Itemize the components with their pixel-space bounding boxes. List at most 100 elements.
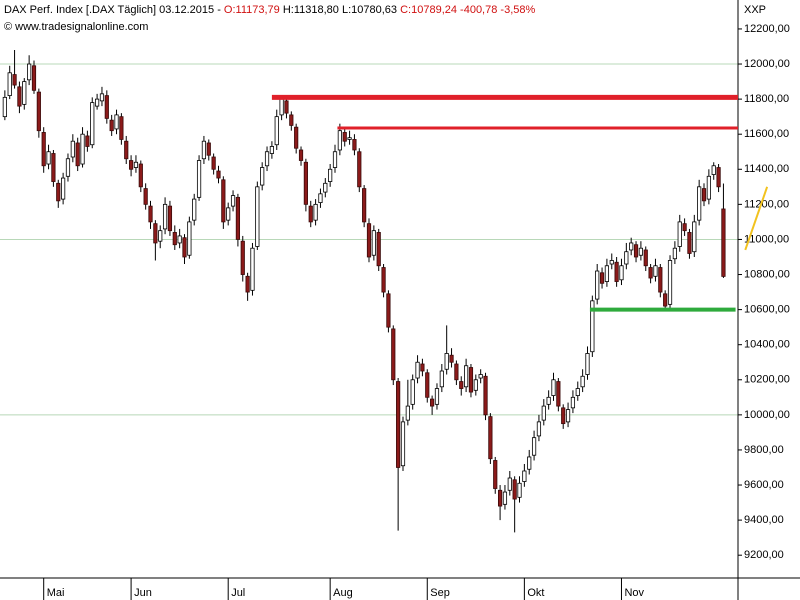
y-tick-label: 11600,00 (744, 128, 789, 140)
candle-body (153, 223, 158, 244)
candle-body (138, 163, 143, 188)
candle-body (347, 137, 352, 140)
candle-body (206, 142, 211, 156)
candle-body (376, 232, 381, 267)
candle-body (488, 416, 493, 460)
trend-line (744, 186, 769, 251)
candle-body (517, 482, 522, 498)
candle-body (648, 267, 653, 279)
candle-body (7, 72, 12, 97)
candle-body (371, 230, 376, 256)
candle-body (95, 98, 100, 107)
low-value: L:10780,63 (342, 4, 397, 16)
candle-body (619, 265, 624, 281)
candle-body (701, 188, 707, 202)
candle-body (570, 396, 576, 409)
candle-body (240, 240, 245, 275)
candle-body (255, 186, 260, 247)
x-tick-label: Okt (527, 587, 544, 599)
x-tick-label: Mai (47, 587, 65, 599)
candle-body (167, 205, 173, 232)
candle-body (556, 381, 561, 407)
y-tick-label: 9800,00 (744, 444, 784, 456)
candle-body (303, 161, 308, 205)
y-tick-label: 10800,00 (744, 268, 790, 280)
candle-body (109, 119, 114, 132)
candle-body (672, 247, 677, 260)
candle-body (143, 188, 148, 205)
candle-body (633, 244, 639, 258)
candle-body (80, 133, 85, 165)
candle-body (459, 381, 464, 389)
candle-body (687, 232, 692, 254)
candle-body (17, 86, 22, 107)
candle-body (133, 161, 139, 168)
candle-body (507, 477, 512, 491)
candle-body (187, 221, 192, 256)
candle-body (430, 398, 435, 407)
candle-body (653, 265, 658, 277)
candle-body (464, 365, 469, 388)
candle-body (313, 203, 318, 221)
candle-body (65, 158, 71, 177)
candle-body (580, 375, 585, 388)
candle-body (449, 354, 454, 363)
candle-body (36, 91, 41, 132)
y-tick-label: 12200,00 (744, 23, 790, 35)
candle-body (493, 460, 498, 489)
candle-body (531, 437, 537, 456)
candle-body (56, 182, 61, 202)
y-tick-label: 11800,00 (744, 93, 789, 105)
candle-body (624, 251, 629, 265)
candle-body (522, 470, 527, 482)
candle-body (410, 379, 415, 405)
x-tick-label: Sep (430, 587, 450, 599)
candle-body (604, 265, 610, 282)
candle-body (362, 188, 367, 223)
candle-body (264, 151, 270, 167)
y-tick-label: 10600,00 (744, 304, 790, 316)
candle-body (172, 232, 177, 246)
x-tick-label: Jun (134, 587, 152, 599)
candle-body (541, 405, 546, 421)
candle-body (221, 179, 226, 223)
candle-body (711, 165, 716, 175)
source: © www.tradesignalonline.com (4, 21, 148, 33)
y-tick-label: 11000,00 (744, 233, 789, 245)
candle-body (565, 409, 571, 423)
candle-body (99, 93, 105, 102)
candle-body (31, 65, 37, 91)
candle-body (629, 242, 634, 251)
candle-body (226, 207, 231, 221)
candle-body (279, 98, 284, 116)
candle-body (512, 479, 517, 500)
candle-body (697, 186, 702, 221)
candle-body (182, 237, 187, 258)
candle-body (478, 374, 483, 379)
instrument: DAX Perf. Index [.DAX Täglich] 03.12.201… (4, 4, 221, 16)
candle-body (332, 151, 338, 168)
candle-body (595, 270, 600, 300)
candle-body (677, 221, 682, 247)
candle-body (439, 370, 444, 388)
candle-body (85, 135, 90, 147)
candle-body (230, 195, 236, 207)
candle-body (444, 353, 449, 370)
candle-body (298, 149, 304, 161)
y-tick-label: 12000,00 (744, 58, 790, 70)
candle-body (706, 175, 711, 200)
candle-body (391, 328, 396, 381)
candle-body (590, 300, 595, 353)
candle-body (2, 96, 7, 118)
candle-body (497, 489, 503, 507)
candle-body (148, 205, 153, 223)
open-value: O:11173,79 (224, 4, 280, 16)
candle-body (216, 170, 221, 179)
candle-body (667, 260, 673, 305)
candle-body (468, 367, 474, 393)
candle-body (337, 130, 342, 151)
chart-header: DAX Perf. Index [.DAX Täglich] 03.12.201… (4, 4, 535, 16)
candle-body (400, 421, 406, 467)
candle-body (352, 139, 357, 151)
candle-body (27, 63, 32, 81)
